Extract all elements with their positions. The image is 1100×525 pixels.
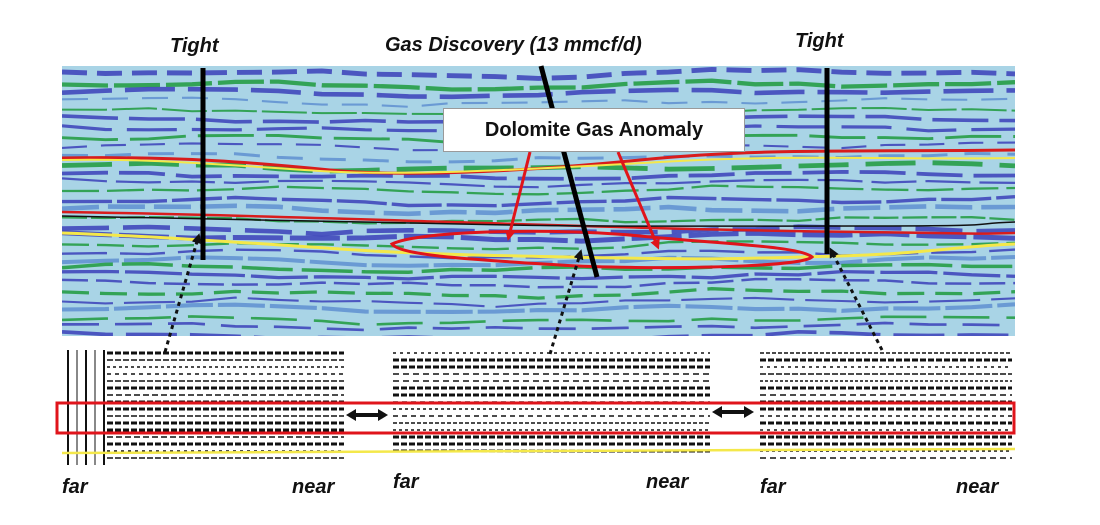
gather-3-near-label: near [956,476,999,498]
reflector-line [62,296,1015,308]
gather-1-near-label: near [292,476,335,498]
gather-2-far-label: far [393,471,419,493]
horizon-red-middle [62,210,1015,235]
reflector-line [62,240,1015,251]
gather-1-far-label: far [62,476,88,498]
reflector-line [62,302,1015,314]
gather-2-near-label: near [646,471,689,493]
reflector-line [62,315,1015,327]
compare-arrow-left [346,409,388,421]
anomaly-arrow-left [505,151,532,241]
well-label-gas-discovery: Gas Discovery (13 mmcf/d) [385,34,642,56]
reflector-line [62,203,1015,217]
pointer-arrow-center [548,249,584,355]
reflector-line [62,169,1015,181]
gather-yellow-horizon [61,447,1016,455]
well-label-tight-left: Tight [170,35,219,57]
reflector-line [62,78,1015,92]
reflector-line [62,287,1015,300]
reflector-line [62,215,1015,225]
reflector-line [62,184,1015,196]
reflector-line [62,177,1015,189]
well-path-center [538,65,600,278]
reflector-line [62,230,1015,244]
gather-3-far-label: far [760,476,786,498]
pointer-arrow-left [163,233,202,353]
gather-group [62,350,1012,465]
reflector-line [62,269,1015,281]
reflector-line [62,195,1015,208]
reflector-line [62,329,1015,336]
reflector-line [62,224,1015,237]
pointer-arrow-right [829,247,884,351]
reflector-line [62,66,1015,81]
comparison-band [55,401,1016,435]
reflector-line [62,277,1015,289]
reflector-line [62,261,1015,274]
compare-arrow-right [712,406,754,418]
anomaly-outline [389,229,815,270]
anomaly-label-box: Dolomite Gas Anomaly [443,108,745,152]
horizon-black-middle [62,215,1015,227]
anomaly-label: Dolomite Gas Anomaly [484,118,704,141]
reflector-line [62,86,1015,100]
well-label-tight-right: Tight [795,30,844,52]
anomaly-arrow-right [616,151,660,250]
